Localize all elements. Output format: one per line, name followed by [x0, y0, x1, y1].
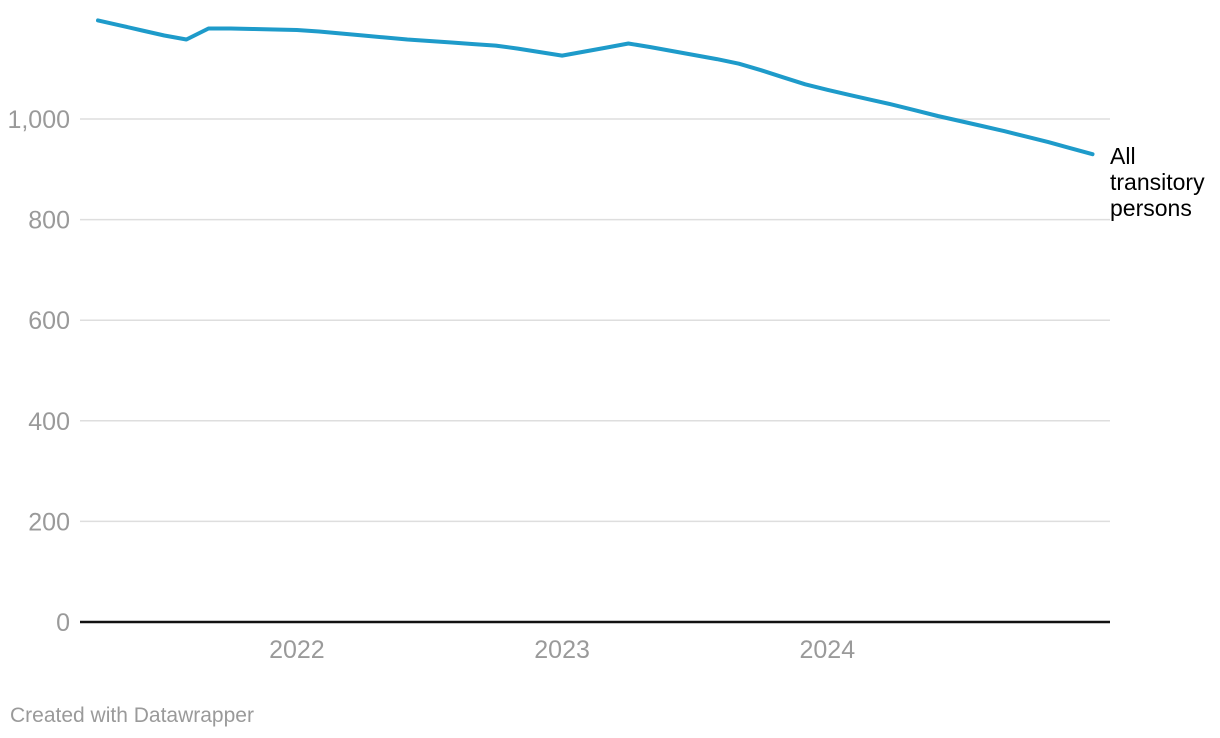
series-direct-label: All transitory persons	[1110, 143, 1205, 221]
x-tick-label: 2024	[799, 636, 855, 664]
y-tick-label: 0	[56, 609, 70, 637]
y-tick-label: 1,000	[7, 106, 70, 134]
x-tick-label: 2022	[269, 636, 325, 664]
series-line-all-transitory-persons[interactable]	[96, 18, 1095, 157]
y-tick-label: 800	[28, 207, 70, 235]
datawrapper-credit: Created with Datawrapper	[10, 704, 254, 727]
y-tick-label: 400	[28, 408, 70, 436]
x-tick-label: 2023	[534, 636, 590, 664]
y-tick-label: 600	[28, 307, 70, 335]
y-tick-label: 200	[28, 508, 70, 536]
